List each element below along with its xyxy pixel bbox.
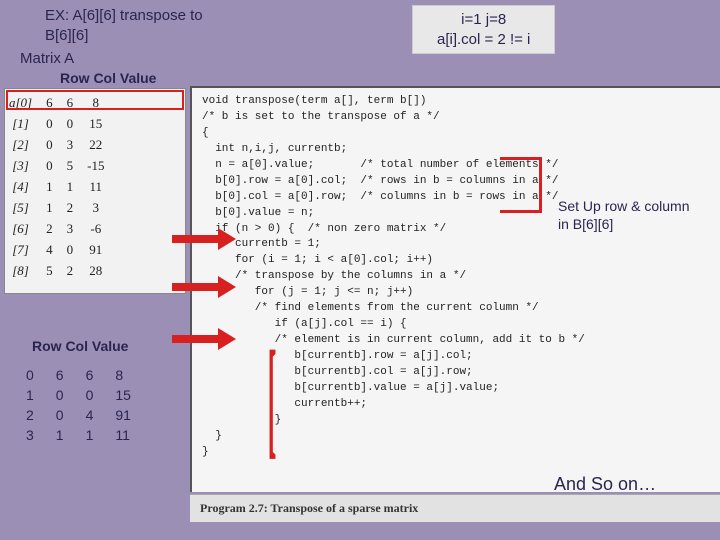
- matrix-a-cell: 1: [46, 179, 53, 195]
- table-row: 20491: [16, 406, 141, 424]
- matrix-a-cell: [5]: [9, 200, 32, 216]
- program-caption-bar: Program 2.7: Transpose of a sparse matri…: [190, 494, 720, 522]
- table-b: 0668100152049131111: [14, 364, 143, 446]
- matrix-a-label: Matrix A: [20, 50, 74, 67]
- annotation-setup-l2: in B[6][6]: [558, 215, 690, 233]
- matrix-a-cell: 91: [87, 242, 104, 258]
- matrix-a-cell: 0: [46, 137, 53, 153]
- state-line1: i=1 j=8: [437, 10, 530, 30]
- annotation-setup: Set Up row & column in B[6][6]: [558, 197, 690, 233]
- matrix-a-cell: 0: [46, 158, 53, 174]
- table-cell: 91: [105, 406, 141, 424]
- matrix-a-cell: 28: [87, 263, 104, 279]
- state-box: i=1 j=8 a[i].col = 2 != i: [412, 5, 555, 54]
- matrix-a-cell: 15: [87, 116, 104, 132]
- table-cell: 0: [76, 386, 104, 404]
- matrix-a-highlight: [6, 90, 184, 110]
- table-cell: 1: [16, 386, 44, 404]
- program-caption: Program 2.7: Transpose of a sparse matri…: [200, 501, 418, 515]
- matrix-a-cell: 5: [67, 158, 74, 174]
- title-line1: EX: A[6][6] transpose to: [45, 6, 203, 26]
- table-row: 31111: [16, 426, 141, 444]
- matrix-a-cell: [8]: [9, 263, 32, 279]
- table-row: 0668: [16, 366, 141, 384]
- matrix-a-cell: 2: [46, 221, 53, 237]
- matrix-a-cell: -6: [87, 221, 104, 237]
- table-cell: 6: [46, 366, 74, 384]
- table-cell: 0: [46, 406, 74, 424]
- title-line2: B[6][6]: [45, 26, 203, 46]
- matrix-a-cell: [6]: [9, 221, 32, 237]
- matrix-a-cell: 11: [87, 179, 104, 195]
- table-cell: 11: [105, 426, 141, 444]
- table-cell: 1: [76, 426, 104, 444]
- matrix-a-cell: 0: [67, 116, 74, 132]
- table-cell: 4: [76, 406, 104, 424]
- table-cell: 0: [46, 386, 74, 404]
- matrix-a-table: a[0][1][2][3][4][5][6][7][8] 600011245 6…: [4, 88, 186, 294]
- and-so-on: And So on…: [554, 473, 656, 496]
- matrix-a-cell: [1]: [9, 116, 32, 132]
- header-rowcolvalue-bottom: Row Col Value: [32, 338, 128, 354]
- table-cell: 1: [46, 426, 74, 444]
- matrix-a-cell: [3]: [9, 158, 32, 174]
- matrix-a-cell: 0: [67, 242, 74, 258]
- table-cell: 15: [105, 386, 141, 404]
- matrix-a-cell: 1: [46, 200, 53, 216]
- matrix-a-cell: -15: [87, 158, 104, 174]
- example-title: EX: A[6][6] transpose to B[6][6]: [45, 6, 203, 45]
- matrix-a-cell: 3: [67, 221, 74, 237]
- table-cell: 2: [16, 406, 44, 424]
- state-line2: a[i].col = 2 != i: [437, 30, 530, 50]
- bracket-setup: [500, 157, 542, 213]
- matrix-a-cell: 3: [67, 137, 74, 153]
- matrix-a-cell: 0: [46, 116, 53, 132]
- table-cell: 0: [16, 366, 44, 384]
- matrix-a-cell: 4: [46, 242, 53, 258]
- table-cell: 6: [76, 366, 104, 384]
- matrix-a-cell: [4]: [9, 179, 32, 195]
- matrix-a-cell: 22: [87, 137, 104, 153]
- matrix-a-cell: 1: [67, 179, 74, 195]
- matrix-a-cell: [2]: [9, 137, 32, 153]
- matrix-a-cell: 5: [46, 263, 53, 279]
- code-text: void transpose(term a[], term b[]) /* b …: [202, 95, 585, 458]
- annotation-setup-l1: Set Up row & column: [558, 197, 690, 215]
- matrix-a-cell: [7]: [9, 242, 32, 258]
- matrix-a-cell: 2: [67, 200, 74, 216]
- table-cell: 3: [16, 426, 44, 444]
- table-cell: 8: [105, 366, 141, 384]
- matrix-a-cell: 2: [67, 263, 74, 279]
- table-row: 10015: [16, 386, 141, 404]
- big-bracket: [: [268, 331, 277, 480]
- header-rowcolvalue-top: Row Col Value: [60, 70, 156, 86]
- matrix-a-cell: 3: [87, 200, 104, 216]
